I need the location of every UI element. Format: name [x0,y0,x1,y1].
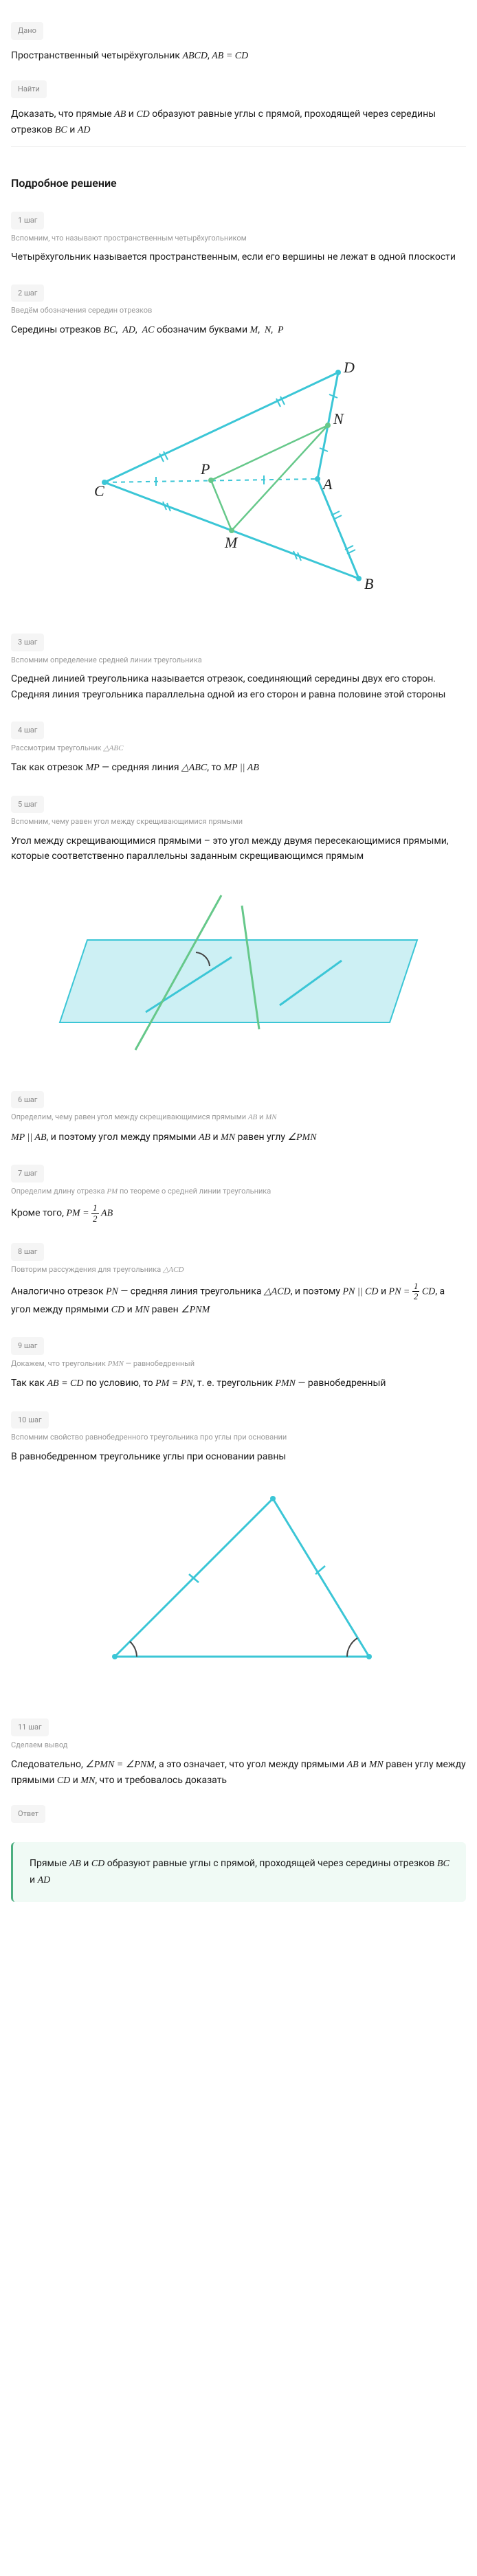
diagram-tetrahedron: C D A B M N P [11,352,466,599]
diagram-plane-angle [11,878,466,1057]
step-desc: Рассмотрим треугольник △ABC [11,742,466,755]
step-body: В равнобедренном треугольнике углы при о… [11,1449,466,1464]
step-desc: Определим, чему равен угол между скрещив… [11,1111,466,1124]
step-desc: Вспомним, что называют пространственным … [11,232,466,245]
step-desc: Вспомним, чему равен угол между скрещива… [11,816,466,828]
step-label: 7 шаг [11,1165,44,1183]
svg-text:M: M [224,534,238,551]
step-desc: Докажем, что треугольник PMN — равнобедр… [11,1358,466,1371]
find-label: Найти [11,80,47,98]
svg-text:P: P [200,460,210,478]
diagram-isosceles [11,1478,466,1684]
step-label: 6 шаг [11,1091,44,1109]
step-desc: Повторим рассуждения для треугольника △A… [11,1264,466,1277]
step-desc: Определим длину отрезка PM по теореме о … [11,1185,466,1198]
answer-box: Прямые AB и CD образуют равные углы с пр… [11,1842,466,1903]
step-label: 8 шаг [11,1243,44,1261]
svg-text:B: B [364,575,373,592]
step-body: Четырёхугольник называется пространствен… [11,249,466,265]
divider [11,146,466,147]
step-label: 2 шаг [11,284,44,302]
step-label: 3 шаг [11,634,44,651]
svg-text:A: A [322,475,333,493]
step-body: Следовательно, ∠PMN = ∠PNM, а это означа… [11,1757,466,1789]
svg-text:C: C [94,482,104,500]
step-label: 5 шаг [11,796,44,814]
step-body: MP || AB, и поэтому угол между прямыми A… [11,1130,466,1145]
step-label: 11 шаг [11,1718,49,1736]
step-body: Так как AB = CD по условию, то PM = PN, … [11,1376,466,1391]
svg-text:D: D [343,359,355,376]
step-body: Середины отрезков BC, AD, AC обозначим б… [11,322,466,338]
find-text: Доказать, что прямые AB и CD образуют ра… [11,107,466,139]
step-body: Аналогично отрезок PN — средняя линия тр… [11,1281,466,1318]
step-body: Угол между скрещивающимися прямыми – это… [11,833,466,864]
step-label: 10 шаг [11,1411,49,1429]
step-desc: Вспомним определение средней линии треуг… [11,654,466,667]
step-desc: Вспомним свойство равнобедренного треуго… [11,1431,466,1444]
svg-text:N: N [333,410,344,427]
step-desc: Сделаем вывод [11,1739,466,1751]
step-body: Так как отрезок MP — средняя линия △ABC,… [11,760,466,776]
answer-label: Ответ [11,1805,45,1823]
step-body: Кроме того, PM = 12 AB [11,1203,466,1224]
step-body: Средней линией треугольника называется о… [11,671,466,702]
step-label: 4 шаг [11,721,44,739]
step-desc: Введём обозначения середин отрезков [11,304,466,317]
given-text: Пространственный четырёхугольник ABCD, A… [11,48,466,64]
given-label: Дано [11,22,43,40]
solution-heading: Подробное решение [11,175,466,192]
step-label: 9 шаг [11,1337,44,1355]
step-label: 1 шаг [11,212,44,229]
